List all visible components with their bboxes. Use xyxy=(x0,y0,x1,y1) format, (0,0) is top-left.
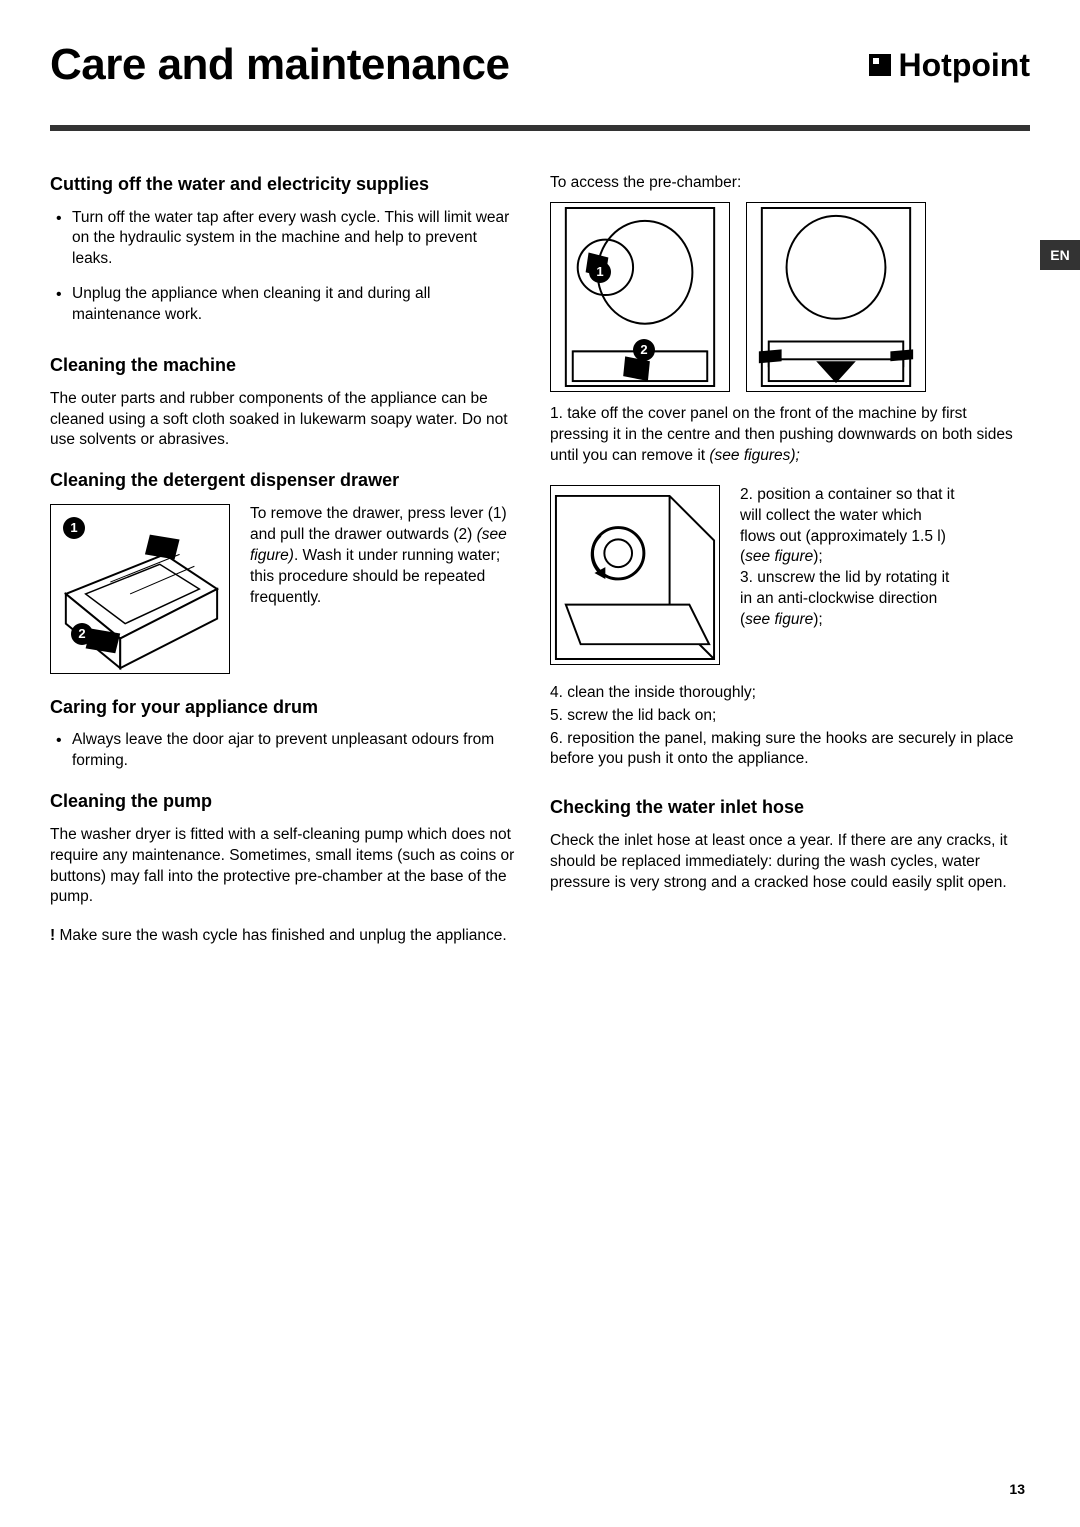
header-rule xyxy=(50,125,1030,131)
drawer-text-a: To remove the drawer, press lever (1) an… xyxy=(250,505,507,543)
page-number: 13 xyxy=(1009,1481,1025,1497)
step-6: 6. reposition the panel, making sure the… xyxy=(550,729,1020,771)
steps-2-3: 2. position a container so that it will … xyxy=(740,485,960,631)
list-item: Turn off the water tap after every wash … xyxy=(50,208,520,271)
language-tab: EN xyxy=(1040,240,1080,270)
figure-remove-panel-b xyxy=(746,202,926,392)
manual-page: Care and maintenance Hotpoint EN Cutting… xyxy=(0,0,1080,1527)
heading-inlet-hose: Checking the water inlet hose xyxy=(550,796,1020,819)
cut-supplies-list: Turn off the water tap after every wash … xyxy=(50,208,520,327)
panel-figures: 1 2 xyxy=(550,202,1020,392)
step-1: 1. take off the cover panel on the front… xyxy=(550,404,1020,467)
drawer-figure-row: 1 2 To remove the drawer, press lever (1… xyxy=(50,504,520,674)
badge-1-icon: 1 xyxy=(589,261,611,283)
page-title: Care and maintenance xyxy=(50,40,510,90)
brand-square-icon xyxy=(869,54,891,76)
see-figures-ital: (see figures); xyxy=(709,447,799,464)
see-figure-ital: see figure xyxy=(745,548,813,565)
drawer-instructions: To remove the drawer, press lever (1) an… xyxy=(250,504,520,609)
badge-2-icon: 2 xyxy=(71,623,93,645)
figure-pump-container xyxy=(550,485,720,665)
warning-unplug: ! Make sure the wash cycle has finished … xyxy=(50,926,520,947)
warning-text: Make sure the wash cycle has finished an… xyxy=(55,927,507,944)
pump-figure-row: 2. position a container so that it will … xyxy=(550,485,1020,665)
figure-detergent-drawer: 1 2 xyxy=(50,504,230,674)
heading-cut-supplies: Cutting off the water and electricity su… xyxy=(50,173,520,196)
heading-appliance-drum: Caring for your appliance drum xyxy=(50,696,520,719)
step-4: 4. clean the inside thoroughly; xyxy=(550,683,1020,704)
content-columns: Cutting off the water and electricity su… xyxy=(50,173,1030,965)
step2-b: ); xyxy=(813,548,822,565)
see-figure-ital: see figure xyxy=(745,611,813,628)
figure-remove-panel-a: 1 2 xyxy=(550,202,730,392)
badge-1-icon: 1 xyxy=(63,517,85,539)
brand-logo: Hotpoint xyxy=(869,47,1031,84)
para-cleaning-pump: The washer dryer is fitted with a self-c… xyxy=(50,825,520,909)
right-column: To access the pre-chamber: 1 2 xyxy=(550,173,1020,965)
para-cleaning-machine: The outer parts and rubber components of… xyxy=(50,389,520,452)
page-header: Care and maintenance Hotpoint xyxy=(50,40,1030,90)
prechamber-intro: To access the pre-chamber: xyxy=(550,173,1020,194)
heading-detergent-drawer: Cleaning the detergent dispenser drawer xyxy=(50,469,520,492)
left-column: Cutting off the water and electricity su… xyxy=(50,173,520,965)
badge-2-icon: 2 xyxy=(633,339,655,361)
list-item: Always leave the door ajar to prevent un… xyxy=(50,730,520,772)
para-inlet-hose: Check the inlet hose at least once a yea… xyxy=(550,831,1020,894)
heading-cleaning-pump: Cleaning the pump xyxy=(50,790,520,813)
heading-cleaning-machine: Cleaning the machine xyxy=(50,354,520,377)
step3-b: ); xyxy=(813,611,822,628)
step-5: 5. screw the lid back on; xyxy=(550,706,1020,727)
drum-list: Always leave the door ajar to prevent un… xyxy=(50,730,520,772)
list-item: Unplug the appliance when cleaning it an… xyxy=(50,284,520,326)
brand-name: Hotpoint xyxy=(899,47,1031,84)
